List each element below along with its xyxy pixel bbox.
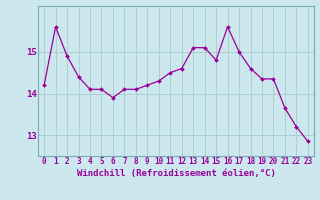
- X-axis label: Windchill (Refroidissement éolien,°C): Windchill (Refroidissement éolien,°C): [76, 169, 276, 178]
